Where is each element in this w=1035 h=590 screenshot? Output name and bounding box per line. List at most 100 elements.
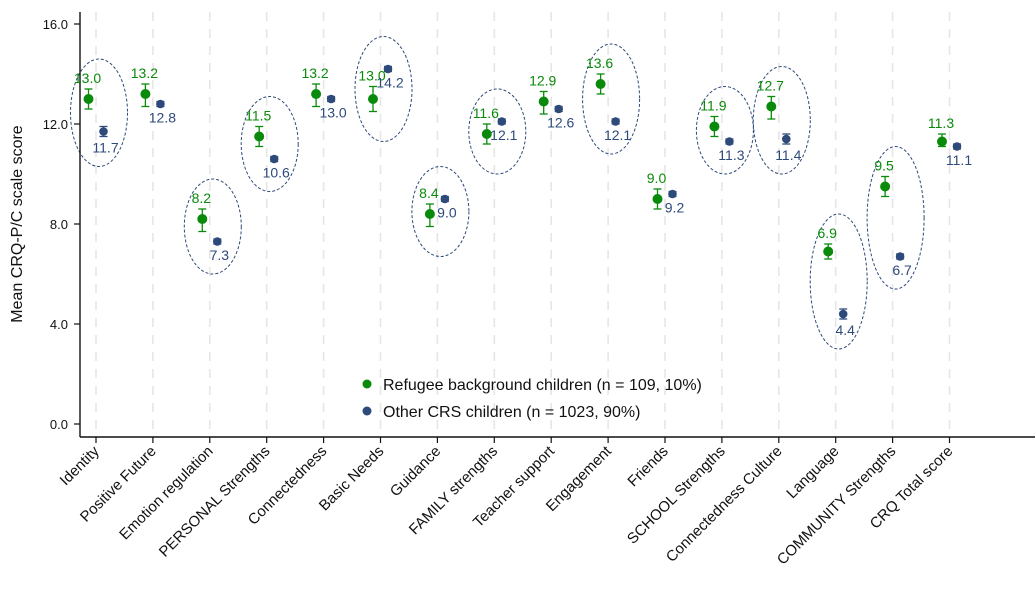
point-other-connectedness bbox=[326, 94, 336, 104]
point-other-teacher-support bbox=[554, 104, 563, 114]
point-other-identity bbox=[99, 127, 108, 136]
highlight-ellipse-personal-strengths bbox=[240, 96, 299, 192]
y-tick-label: 8.0 bbox=[50, 217, 68, 232]
point-refugee-positive-future bbox=[140, 89, 151, 99]
data-label-other: 9.2 bbox=[665, 200, 685, 216]
data-label-refugee: 11.6 bbox=[473, 105, 499, 121]
point-other-guidance bbox=[440, 194, 450, 204]
y-tick-label: 4.0 bbox=[50, 317, 68, 332]
data-label-other: 14.2 bbox=[376, 75, 403, 91]
legend-marker-other bbox=[362, 406, 372, 416]
y-tick-label: 12.0 bbox=[43, 117, 68, 132]
data-label-refugee: 13.2 bbox=[131, 65, 158, 81]
point-other-family-strengths bbox=[497, 117, 507, 126]
point-refugee-guidance bbox=[424, 209, 435, 219]
point-refugee-teacher-support bbox=[538, 96, 549, 107]
highlight-ellipse-emotion-regulation bbox=[183, 178, 242, 275]
x-tick-label-friends: Friends bbox=[624, 443, 671, 490]
data-label-refugee: 6.9 bbox=[817, 225, 837, 241]
data-label-other: 4.4 bbox=[835, 322, 855, 338]
point-refugee-school-strengths bbox=[709, 121, 720, 132]
x-tick-label-personal-strengths: PERSONAL Strengths bbox=[156, 443, 274, 561]
grid-lines bbox=[95, 12, 951, 437]
highlight-ellipse-guidance bbox=[411, 166, 470, 257]
data-label-refugee: 13.0 bbox=[358, 68, 385, 84]
data-label-refugee: 12.7 bbox=[757, 78, 784, 94]
point-other-emotion-regulation bbox=[213, 237, 222, 246]
highlight-ellipse-language bbox=[809, 213, 868, 350]
legend-label-refugee: Refugee background children (n = 109, 10… bbox=[383, 377, 702, 394]
data-label-other: 6.7 bbox=[892, 262, 912, 278]
data-label-refugee: 8.4 bbox=[419, 185, 439, 201]
point-other-personal-strengths bbox=[269, 154, 279, 164]
highlight-ellipses bbox=[70, 36, 925, 350]
point-refugee-emotion-regulation bbox=[197, 214, 208, 224]
point-other-engagement bbox=[611, 117, 620, 126]
data-label-refugee: 11.5 bbox=[245, 108, 271, 124]
point-refugee-language bbox=[823, 246, 834, 257]
data-label-refugee: 13.6 bbox=[586, 55, 613, 71]
data-label-other: 10.6 bbox=[263, 165, 290, 181]
point-other-connectedness-culture bbox=[782, 134, 791, 144]
axes bbox=[79, 12, 1035, 438]
x-tick-label-connectedness-culture: Connectedness Culture bbox=[663, 443, 786, 566]
data-label-other: 12.8 bbox=[149, 110, 176, 126]
y-axis-title: Mean CRQ-P/C scale score bbox=[9, 125, 26, 322]
point-refugee-basic-needs bbox=[368, 94, 378, 104]
point-refugee-crq-total-score bbox=[937, 136, 947, 147]
point-refugee-identity bbox=[83, 94, 94, 104]
highlight-ellipse-family-strengths bbox=[468, 88, 527, 175]
data-label-other: 11.4 bbox=[775, 147, 801, 163]
data-labels: 13.0 13.2 8.2 11.5 13.2 13.0 8.4 11.6 12.9 13.6 9.… bbox=[74, 55, 972, 338]
data-label-other: 12.6 bbox=[547, 115, 574, 131]
highlight-ellipse-basic-needs bbox=[354, 36, 413, 142]
highlight-ellipse-identity bbox=[70, 58, 128, 167]
point-other-community-strengths bbox=[895, 252, 905, 261]
point-other-crq-total-score bbox=[952, 142, 962, 151]
highlight-ellipse-community-strengths bbox=[866, 146, 925, 290]
y-ticks: 0.0 4.0 8.0 12.0 16.0 bbox=[43, 17, 80, 432]
data-label-other: 13.0 bbox=[319, 105, 346, 121]
x-tick-label-language: Language bbox=[783, 443, 842, 502]
legend-marker-refugee bbox=[362, 379, 372, 389]
data-label-refugee: 12.9 bbox=[529, 73, 556, 89]
point-other-friends bbox=[668, 189, 677, 199]
legend-label-other: Other CRS children (n = 1023, 90%) bbox=[383, 404, 640, 421]
data-label-other: 11.1 bbox=[946, 152, 972, 168]
data-marks bbox=[83, 64, 962, 320]
data-label-refugee: 11.3 bbox=[928, 115, 954, 131]
data-label-refugee: 11.9 bbox=[700, 98, 726, 114]
data-label-other: 12.1 bbox=[604, 127, 631, 143]
highlight-ellipse-connectedness-culture bbox=[752, 66, 811, 175]
point-other-school-strengths bbox=[725, 137, 734, 146]
point-other-positive-future bbox=[156, 99, 165, 109]
highlight-ellipse-engagement bbox=[582, 43, 641, 155]
data-label-refugee: 13.0 bbox=[74, 70, 101, 86]
point-other-basic-needs bbox=[383, 64, 393, 74]
data-label-refugee: 13.2 bbox=[301, 65, 328, 81]
point-refugee-personal-strengths bbox=[254, 131, 265, 142]
data-label-other: 11.7 bbox=[92, 140, 118, 156]
point-refugee-engagement bbox=[595, 79, 606, 89]
point-other-language bbox=[838, 309, 848, 319]
x-tick-label-emotion-regulation: Emotion regulation bbox=[116, 443, 216, 543]
data-label-other: 7.3 bbox=[210, 247, 230, 263]
data-label-other: 11.3 bbox=[718, 147, 744, 163]
data-label-refugee: 9.5 bbox=[874, 158, 894, 174]
point-refugee-family-strengths bbox=[481, 129, 492, 139]
data-label-refugee: 8.2 bbox=[192, 190, 212, 206]
point-refugee-connectedness bbox=[311, 89, 322, 99]
point-refugee-community-strengths bbox=[880, 181, 891, 192]
point-refugee-connectedness-culture bbox=[766, 101, 777, 112]
x-tick-label-identity: Identity bbox=[57, 442, 104, 489]
legend: Refugee background children (n = 109, 10… bbox=[362, 377, 702, 421]
y-tick-label: 0.0 bbox=[50, 417, 68, 432]
x-tick-label-school-strengths: SCHOOL Strengths bbox=[624, 443, 729, 548]
point-refugee-friends bbox=[652, 194, 663, 204]
data-label-other: 12.1 bbox=[490, 127, 517, 143]
x-tick-label-guidance: Guidance bbox=[387, 443, 444, 500]
data-label-refugee: 9.0 bbox=[647, 170, 667, 186]
data-label-other: 9.0 bbox=[437, 205, 457, 221]
